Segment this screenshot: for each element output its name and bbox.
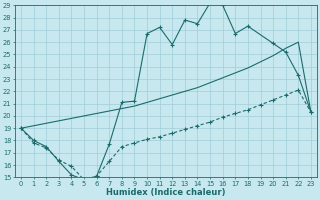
X-axis label: Humidex (Indice chaleur): Humidex (Indice chaleur) (106, 188, 226, 197)
